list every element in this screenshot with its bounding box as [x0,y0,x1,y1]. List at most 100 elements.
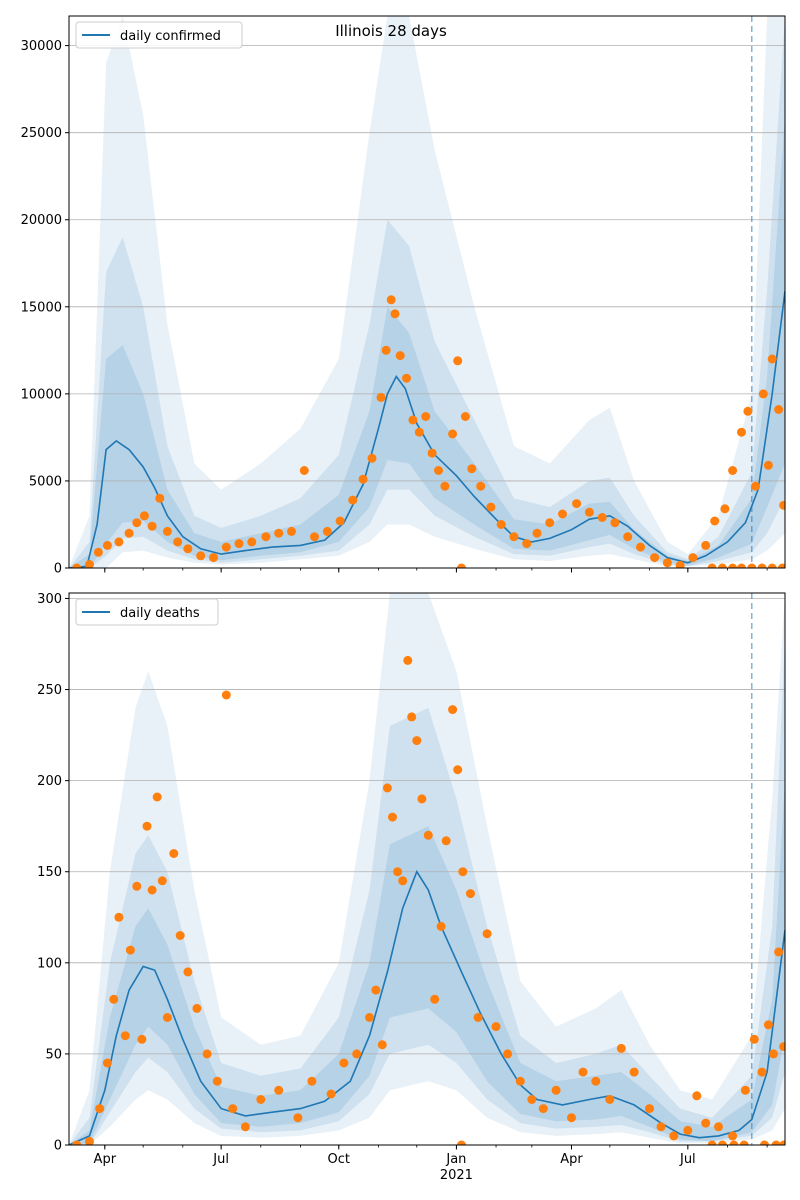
confirmed-observed-point [247,537,257,547]
deaths-observed-point [669,1131,679,1141]
deaths-observed-point [162,1013,172,1022]
deaths-observed-point [109,994,119,1004]
confirmed-observed-point [758,389,768,399]
deaths-observed-point [779,1042,785,1052]
deaths-observed-point [774,947,784,957]
confirmed-observed-point [162,526,172,536]
confirmed-observed-point [710,516,720,526]
deaths-observed-point [739,1140,749,1145]
confirmed-observed-point [196,551,206,561]
confirmed-observed-point [737,563,746,568]
confirmed-observed-point [751,481,761,491]
confirmed-observed-point [779,500,785,510]
deaths-observed-point [491,1022,501,1032]
deaths-observed-point [352,1049,362,1059]
confirmed-observed-point [728,563,738,568]
confirmed-observed-point [747,563,757,568]
deaths-observed-point [417,794,427,804]
deaths-y-tick-label: 300 [37,592,62,607]
deaths-observed-point [578,1067,588,1077]
deaths-observed-point [717,1140,727,1145]
deaths-uncertainty-band-2 [69,634,785,1145]
confirmed-observed-point [348,495,358,505]
deaths-observed-point [102,1058,112,1068]
deaths-observed-point [183,967,193,977]
confirmed-observed-point [767,354,777,364]
confirmed-observed-point [476,481,486,491]
deaths-legend-box [75,598,219,626]
deaths-observed-point [175,931,185,940]
deaths-observed-point [729,1140,739,1145]
deaths-observed-point [457,1140,466,1145]
confirmed-observed-point [221,542,231,552]
deaths-observed-point [605,1095,615,1104]
confirmed-observed-point [650,553,660,563]
confirmed-observed-point [509,532,519,542]
confirmed-observed-point [743,406,753,416]
deaths-observed-point [760,1140,769,1145]
deaths-observed-point [192,1003,202,1013]
confirmed-observed-point [688,553,698,563]
confirmed-observed-point [467,464,477,474]
deaths-observed-point [645,1104,654,1114]
confirmed-axes-frame [68,15,786,569]
deaths-observed-point [212,1076,222,1086]
confirmed-chart-title: Illinois 28 days [335,22,447,40]
confirmed-observed-point [767,563,777,568]
deaths-observed-point [132,881,142,891]
confirmed-observed-point [675,560,685,568]
confirmed-uncertainty-band-2 [69,16,785,568]
deaths-observed-point [692,1091,702,1101]
deaths-observed-point [616,1043,626,1053]
deaths-observed-point [169,849,179,858]
confirmed-observed-point [386,295,396,305]
deaths-observed-point [769,1049,778,1059]
deaths-y-tick-label: 0 [54,1139,62,1154]
confirmed-observed-point [376,392,386,402]
confirmed-observed-point [532,528,542,538]
deaths-observed-point [120,1031,130,1041]
confirmed-y-tick-label: 5000 [29,474,62,489]
confirmed-observed-point [720,504,730,514]
deaths-observed-point [503,1049,513,1059]
confirmed-observed-point [93,547,103,557]
deaths-observed-point [482,929,492,939]
deaths-observed-point [137,1034,147,1044]
deaths-observed-point [125,945,135,955]
confirmed-observed-point [155,493,165,503]
deaths-y-tick-label: 250 [37,683,62,698]
deaths-observed-point [714,1122,723,1132]
deaths-observed-point [707,1140,717,1145]
confirmed-observed-point [448,429,458,439]
confirmed-y-tick-label: 10000 [21,387,62,402]
confirmed-observed-point [72,563,82,568]
deaths-x-tick-label: Apr [94,1152,117,1167]
deaths-observed-point [683,1125,693,1135]
deaths-y-tick-label: 50 [45,1047,62,1062]
confirmed-y-tick-label: 0 [54,562,62,577]
deaths-observed-point [515,1076,525,1086]
confirmed-observed-point [636,542,645,552]
deaths-observed-point [407,712,417,722]
deaths-observed-point [365,1013,374,1022]
confirmed-observed-point [390,309,400,319]
confirmed-observed-point [358,474,368,484]
confirmed-observed-point [183,544,193,554]
deaths-observed-point [656,1122,666,1132]
deaths-observed-point [538,1104,548,1114]
confirmed-observed-point [440,481,450,491]
confirmed-observed-point [124,528,134,538]
confirmed-uncertainty-band-1 [69,16,785,568]
deaths-observed-point [458,867,468,877]
confirmed-observed-point [209,553,218,563]
deaths-observed-point [307,1076,317,1086]
confirmed-observed-point [701,540,711,550]
deaths-observed-point [95,1104,105,1114]
confirmed-legend-label: daily confirmed [120,29,221,44]
confirmed-observed-point [457,563,466,568]
deaths-legend-label: daily deaths [120,606,200,621]
confirmed-observed-point [453,356,463,366]
deaths-observed-point [371,985,381,995]
deaths-observed-point [436,921,446,931]
